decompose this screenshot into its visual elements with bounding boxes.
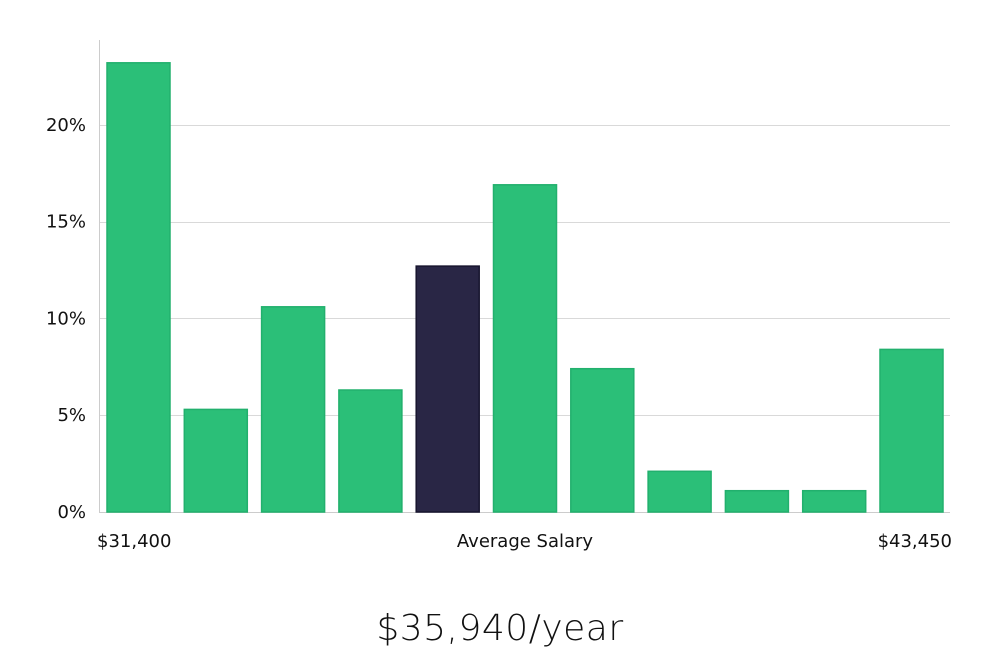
bar: [338, 389, 403, 513]
x-max-label: $43,450: [878, 531, 952, 552]
y-tick-label: 10%: [46, 308, 86, 329]
x-axis-title: Average Salary: [457, 531, 594, 552]
bar: [260, 306, 326, 513]
bar: [183, 408, 249, 513]
y-tick-labels: 0% 5% 10% 15% 20%: [46, 115, 86, 523]
bar: [106, 62, 171, 513]
bar: [724, 489, 790, 513]
bar: [570, 367, 635, 513]
bar-highlighted: [415, 265, 480, 513]
x-min-label: $31,400: [97, 531, 171, 552]
bar: [801, 489, 867, 513]
y-tick-label: 20%: [46, 115, 86, 136]
salary-histogram-chart: 0% 5% 10% 15% 20% $31,400 Average Salary $43…: [46, 40, 952, 552]
y-tick-label: 15%: [46, 212, 86, 233]
average-salary-value: $35,940/year: [376, 608, 624, 649]
bar: [492, 184, 558, 513]
bars: [106, 62, 944, 513]
bar: [647, 470, 712, 513]
bar: [879, 348, 944, 513]
x-axis-labels: $31,400 Average Salary $43,450: [97, 531, 952, 552]
y-tick-label: 5%: [57, 405, 86, 426]
y-tick-label: 0%: [57, 502, 86, 523]
